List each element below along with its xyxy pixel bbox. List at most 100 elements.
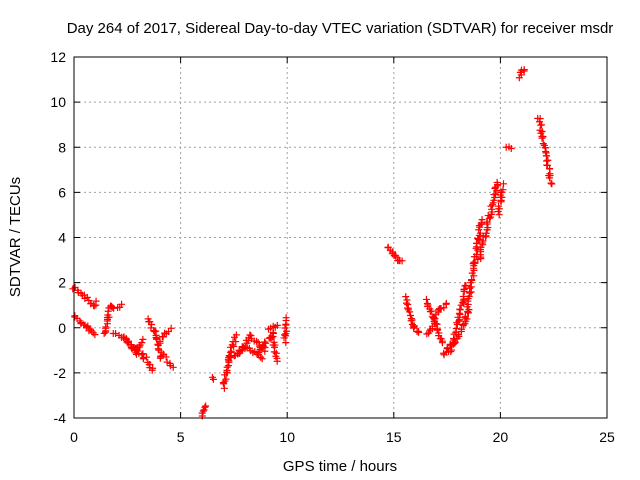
y-tick-label-2: 2 bbox=[58, 275, 66, 291]
data-point bbox=[92, 297, 100, 305]
data-point bbox=[102, 323, 110, 331]
data-point bbox=[236, 349, 244, 357]
data-point bbox=[238, 343, 246, 351]
x-axis-title: GPS time / hours bbox=[283, 458, 397, 475]
data-point bbox=[226, 353, 234, 361]
data-point bbox=[162, 353, 170, 361]
data-point bbox=[407, 317, 415, 325]
data-point bbox=[392, 253, 400, 261]
data-point bbox=[440, 304, 448, 312]
data-point bbox=[438, 339, 446, 347]
data-point bbox=[415, 328, 423, 336]
data-point bbox=[258, 343, 266, 351]
data-point bbox=[148, 366, 156, 374]
data-point bbox=[459, 292, 467, 300]
data-point bbox=[282, 314, 290, 322]
data-point bbox=[402, 299, 410, 307]
data-point bbox=[83, 293, 91, 301]
data-point bbox=[132, 349, 140, 357]
data-point bbox=[476, 229, 484, 237]
data-point bbox=[124, 339, 132, 347]
y-tick-label-8: 8 bbox=[58, 139, 66, 155]
data-point bbox=[273, 357, 281, 365]
axis-ticks bbox=[73, 56, 608, 419]
data-point bbox=[456, 305, 464, 313]
x-tick-label-10: 10 bbox=[279, 429, 295, 445]
data-point bbox=[462, 281, 470, 289]
data-point bbox=[202, 402, 210, 410]
data-point bbox=[460, 285, 468, 293]
y-tick-label-4: 4 bbox=[58, 230, 66, 246]
data-point bbox=[242, 343, 250, 351]
data-point bbox=[477, 219, 485, 227]
data-point bbox=[474, 235, 482, 243]
data-point bbox=[169, 363, 177, 371]
data-point bbox=[201, 403, 209, 411]
data-point bbox=[422, 295, 430, 303]
data-point bbox=[507, 144, 515, 152]
y-axis-tick-labels: -4 -2 0 2 4 6 8 10 12 bbox=[50, 49, 66, 426]
data-point bbox=[167, 324, 175, 332]
data-point bbox=[491, 194, 499, 202]
data-point bbox=[283, 327, 291, 335]
data-point bbox=[484, 224, 492, 232]
y-tick-label-neg2: -2 bbox=[54, 365, 67, 381]
data-point bbox=[139, 335, 147, 343]
y-axis-title: SDTVAR / TECUs bbox=[7, 177, 24, 297]
data-point bbox=[281, 331, 289, 339]
data-point bbox=[451, 338, 459, 346]
data-point bbox=[143, 353, 151, 361]
data-point bbox=[156, 337, 164, 345]
data-point bbox=[461, 313, 469, 321]
data-point bbox=[246, 331, 254, 339]
data-point bbox=[273, 321, 281, 329]
data-point bbox=[261, 347, 269, 355]
data-point bbox=[91, 331, 99, 339]
data-point bbox=[493, 178, 501, 186]
data-point bbox=[232, 338, 240, 346]
data-points bbox=[69, 66, 556, 420]
data-point bbox=[490, 191, 498, 199]
y-tick-label-0: 0 bbox=[58, 320, 66, 336]
data-point bbox=[468, 276, 476, 284]
data-point bbox=[474, 234, 482, 242]
data-point bbox=[282, 339, 290, 347]
data-point bbox=[536, 115, 544, 123]
x-tick-label-5: 5 bbox=[177, 429, 185, 445]
data-point bbox=[442, 299, 450, 307]
data-point bbox=[220, 384, 228, 392]
data-point bbox=[208, 373, 216, 381]
data-point bbox=[232, 331, 240, 339]
y-tick-label-neg4: -4 bbox=[54, 410, 67, 426]
data-point bbox=[262, 339, 270, 347]
data-point bbox=[269, 332, 277, 340]
data-point bbox=[223, 363, 231, 371]
data-point bbox=[406, 308, 414, 316]
data-point bbox=[268, 334, 276, 342]
data-point bbox=[410, 324, 418, 332]
data-point bbox=[148, 321, 156, 329]
data-point bbox=[548, 180, 556, 188]
data-point bbox=[478, 216, 486, 224]
data-point bbox=[538, 121, 546, 129]
y-tick-label-12: 12 bbox=[50, 49, 66, 65]
x-tick-label-25: 25 bbox=[599, 429, 615, 445]
data-point bbox=[466, 284, 474, 292]
data-point bbox=[471, 259, 479, 267]
data-point bbox=[538, 134, 546, 142]
data-point bbox=[254, 338, 262, 346]
x-tick-label-15: 15 bbox=[386, 429, 402, 445]
data-point bbox=[488, 205, 496, 213]
chart-title: Day 264 of 2017, Sidereal Day-to-day VTE… bbox=[67, 20, 614, 37]
data-point bbox=[455, 317, 463, 325]
data-point bbox=[447, 348, 455, 356]
data-point bbox=[546, 174, 554, 182]
x-tick-label-0: 0 bbox=[70, 429, 78, 445]
data-point bbox=[222, 375, 230, 383]
data-point bbox=[499, 180, 507, 188]
data-point bbox=[199, 407, 207, 415]
data-point bbox=[227, 347, 235, 355]
data-point bbox=[427, 307, 435, 315]
data-point bbox=[539, 133, 547, 141]
